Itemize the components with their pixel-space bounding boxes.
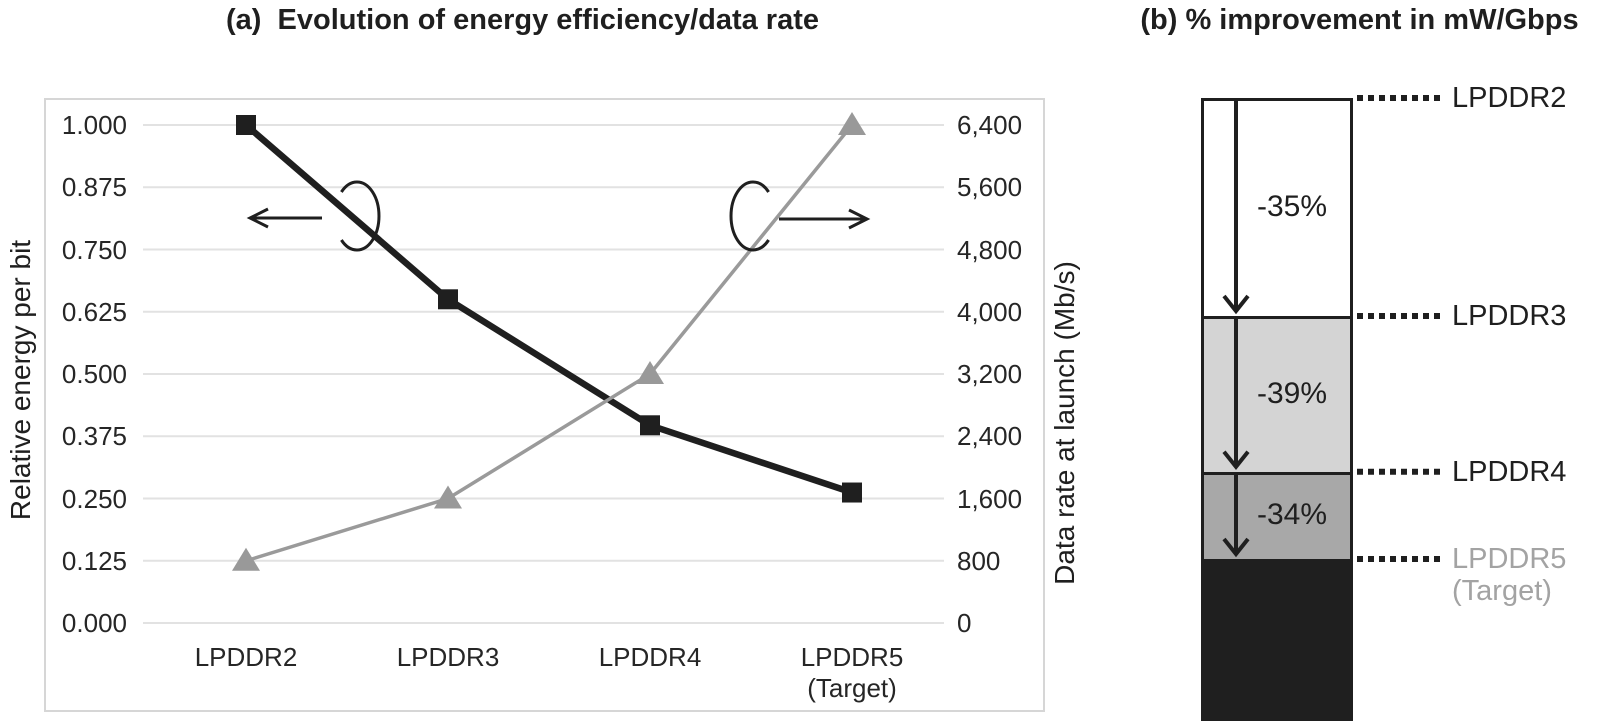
- bar-level-label-line: LPDDR3: [1452, 300, 1567, 333]
- bar-segment: [1204, 319, 1350, 475]
- left-axis-tick: 0.375: [61, 421, 127, 452]
- bar-level-label-line: LPDDR2: [1452, 82, 1567, 114]
- bar-level-label: LPDDR4: [1452, 456, 1622, 488]
- left-axis-tick: 0.625: [61, 296, 127, 327]
- left-pointer-loop: [340, 180, 381, 252]
- category-label-line: (Target): [807, 673, 897, 703]
- category-label-line: LPDDR3: [396, 642, 500, 672]
- bar-level-label: LPDDR2: [1452, 82, 1622, 114]
- category-label: LPDDR4: [540, 642, 760, 673]
- right-axis-tick: 800: [957, 545, 1001, 576]
- chart-a-title: (a) Evolution of energy efficiency/data …: [225, 4, 820, 36]
- down-arrowhead-icon: [1222, 450, 1250, 471]
- category-label: LPDDR3: [338, 642, 558, 673]
- left-axis-tick: 0.000: [61, 608, 127, 638]
- right-axis-tick: 4,800: [957, 234, 1023, 265]
- down-arrowhead-icon: [1222, 294, 1250, 315]
- bar-segment: [1204, 562, 1350, 721]
- energy-marker-square: [640, 415, 660, 436]
- down-arrowhead-icon: [1222, 537, 1250, 558]
- category-label-line: LPDDR2: [194, 642, 298, 672]
- chart-b-title: (b) % improvement in mW/Gbps: [1140, 4, 1579, 36]
- datarate-marker-triangle: [636, 361, 664, 384]
- left-axis-tick: 0.250: [61, 483, 127, 514]
- right-axis-tick: 6,400: [957, 110, 1023, 140]
- energy-marker-square: [842, 482, 862, 503]
- right-axis-tick: 1,600: [957, 483, 1023, 514]
- improvement-stacked-bar: [1201, 98, 1353, 721]
- category-label: LPDDR5 (Target): [742, 642, 962, 704]
- bar-segment-label: -35%: [1256, 190, 1328, 224]
- datarate-marker-triangle: [434, 485, 462, 509]
- left-axis-tick: 0.125: [61, 545, 127, 576]
- left-axis-tick: 1.000: [61, 110, 127, 140]
- category-label-line: LPDDR5: [800, 642, 904, 672]
- chart-a-plot-frame: [44, 98, 1045, 712]
- bar-segment: [1204, 101, 1350, 320]
- category-label: LPDDR2: [136, 642, 356, 673]
- datarate-series-line: [245, 123, 854, 563]
- datarate-marker-triangle: [838, 112, 866, 135]
- left-axis-tick: 0.500: [61, 359, 127, 389]
- left-axis-tick: 0.750: [61, 234, 127, 265]
- energy-marker-square: [236, 115, 256, 135]
- energy-series-line: [243, 122, 854, 496]
- left-arrowhead-icon: [246, 207, 269, 229]
- bar-segment-label: -39%: [1256, 376, 1328, 410]
- bar-level-label: LPDDR3: [1452, 300, 1622, 332]
- right-axis-tick: 2,400: [957, 421, 1023, 452]
- energy-marker-square: [438, 289, 458, 310]
- bar-level-label-line: LPDDR5: [1452, 543, 1567, 576]
- bar-level-label: LPDDR5 (Target): [1452, 543, 1622, 607]
- right-pointer-loop: [729, 180, 770, 252]
- right-axis-tick: 5,600: [957, 172, 1023, 203]
- bar-level-label-line: (Target): [1452, 575, 1552, 608]
- right-arrowhead-icon: [848, 208, 871, 230]
- left-axis-tick: 0.875: [61, 172, 127, 203]
- right-axis-tick: 4,000: [957, 296, 1023, 327]
- bar-segment-label: -34%: [1256, 498, 1328, 532]
- bar-level-label-line: LPDDR4: [1452, 455, 1567, 488]
- right-axis-tick: 0: [957, 608, 972, 638]
- right-axis-tick: 3,200: [957, 359, 1023, 389]
- category-label-line: LPDDR4: [598, 642, 702, 672]
- datarate-marker-triangle: [232, 547, 260, 571]
